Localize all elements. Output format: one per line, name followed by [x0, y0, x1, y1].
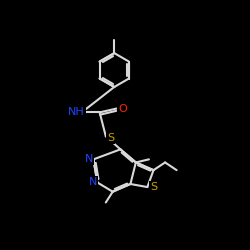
Text: S: S	[107, 133, 114, 143]
Text: O: O	[118, 104, 127, 114]
Text: N: N	[85, 154, 93, 164]
Text: NH: NH	[68, 108, 85, 118]
Text: S: S	[150, 182, 157, 192]
Text: N: N	[88, 178, 97, 188]
